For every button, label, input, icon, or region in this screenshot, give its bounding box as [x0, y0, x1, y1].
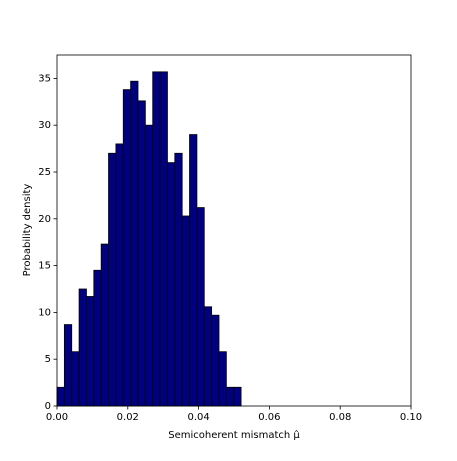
bar — [108, 152, 117, 407]
plot-frame — [56, 54, 412, 407]
y-axis-label: Probability density — [22, 184, 33, 277]
y-tick-label: 15 — [38, 261, 51, 272]
bar — [63, 324, 73, 407]
bar — [100, 243, 109, 407]
y-tick-label: 5 — [45, 354, 51, 365]
bar — [152, 71, 161, 407]
bar — [203, 306, 213, 407]
bar — [86, 296, 95, 407]
bar — [122, 89, 132, 407]
x-tick-label: 0.00 — [46, 412, 68, 423]
bar — [93, 269, 102, 407]
bar — [115, 143, 124, 407]
bar — [167, 162, 176, 407]
x-tick-label: 0.04 — [187, 412, 209, 423]
y-tick-label: 10 — [38, 307, 51, 318]
bar — [196, 207, 205, 407]
y-tick-label: 35 — [38, 73, 51, 84]
x-tick-label: 0.06 — [258, 412, 280, 423]
bar — [233, 386, 242, 407]
bar — [211, 314, 220, 407]
bar — [225, 386, 235, 407]
bar — [56, 386, 65, 407]
y-tick-label: 0 — [45, 401, 51, 412]
bar — [71, 351, 80, 407]
bar — [189, 134, 198, 407]
x-tick-label: 0.10 — [400, 412, 422, 423]
bar — [218, 351, 227, 407]
bar — [137, 100, 146, 407]
y-tick-label: 20 — [38, 214, 51, 225]
bar — [181, 215, 190, 407]
bar — [144, 124, 154, 407]
x-tick-label: 0.02 — [117, 412, 139, 423]
y-tick-label: 30 — [38, 120, 51, 131]
bar — [130, 80, 139, 407]
bar — [174, 152, 183, 407]
y-tick-label: 25 — [38, 167, 51, 178]
bar — [78, 288, 87, 407]
x-tick-label: 0.08 — [329, 412, 351, 423]
x-axis-label: Semicoherent mismatch μ̂ — [168, 429, 300, 441]
bar — [159, 71, 168, 407]
